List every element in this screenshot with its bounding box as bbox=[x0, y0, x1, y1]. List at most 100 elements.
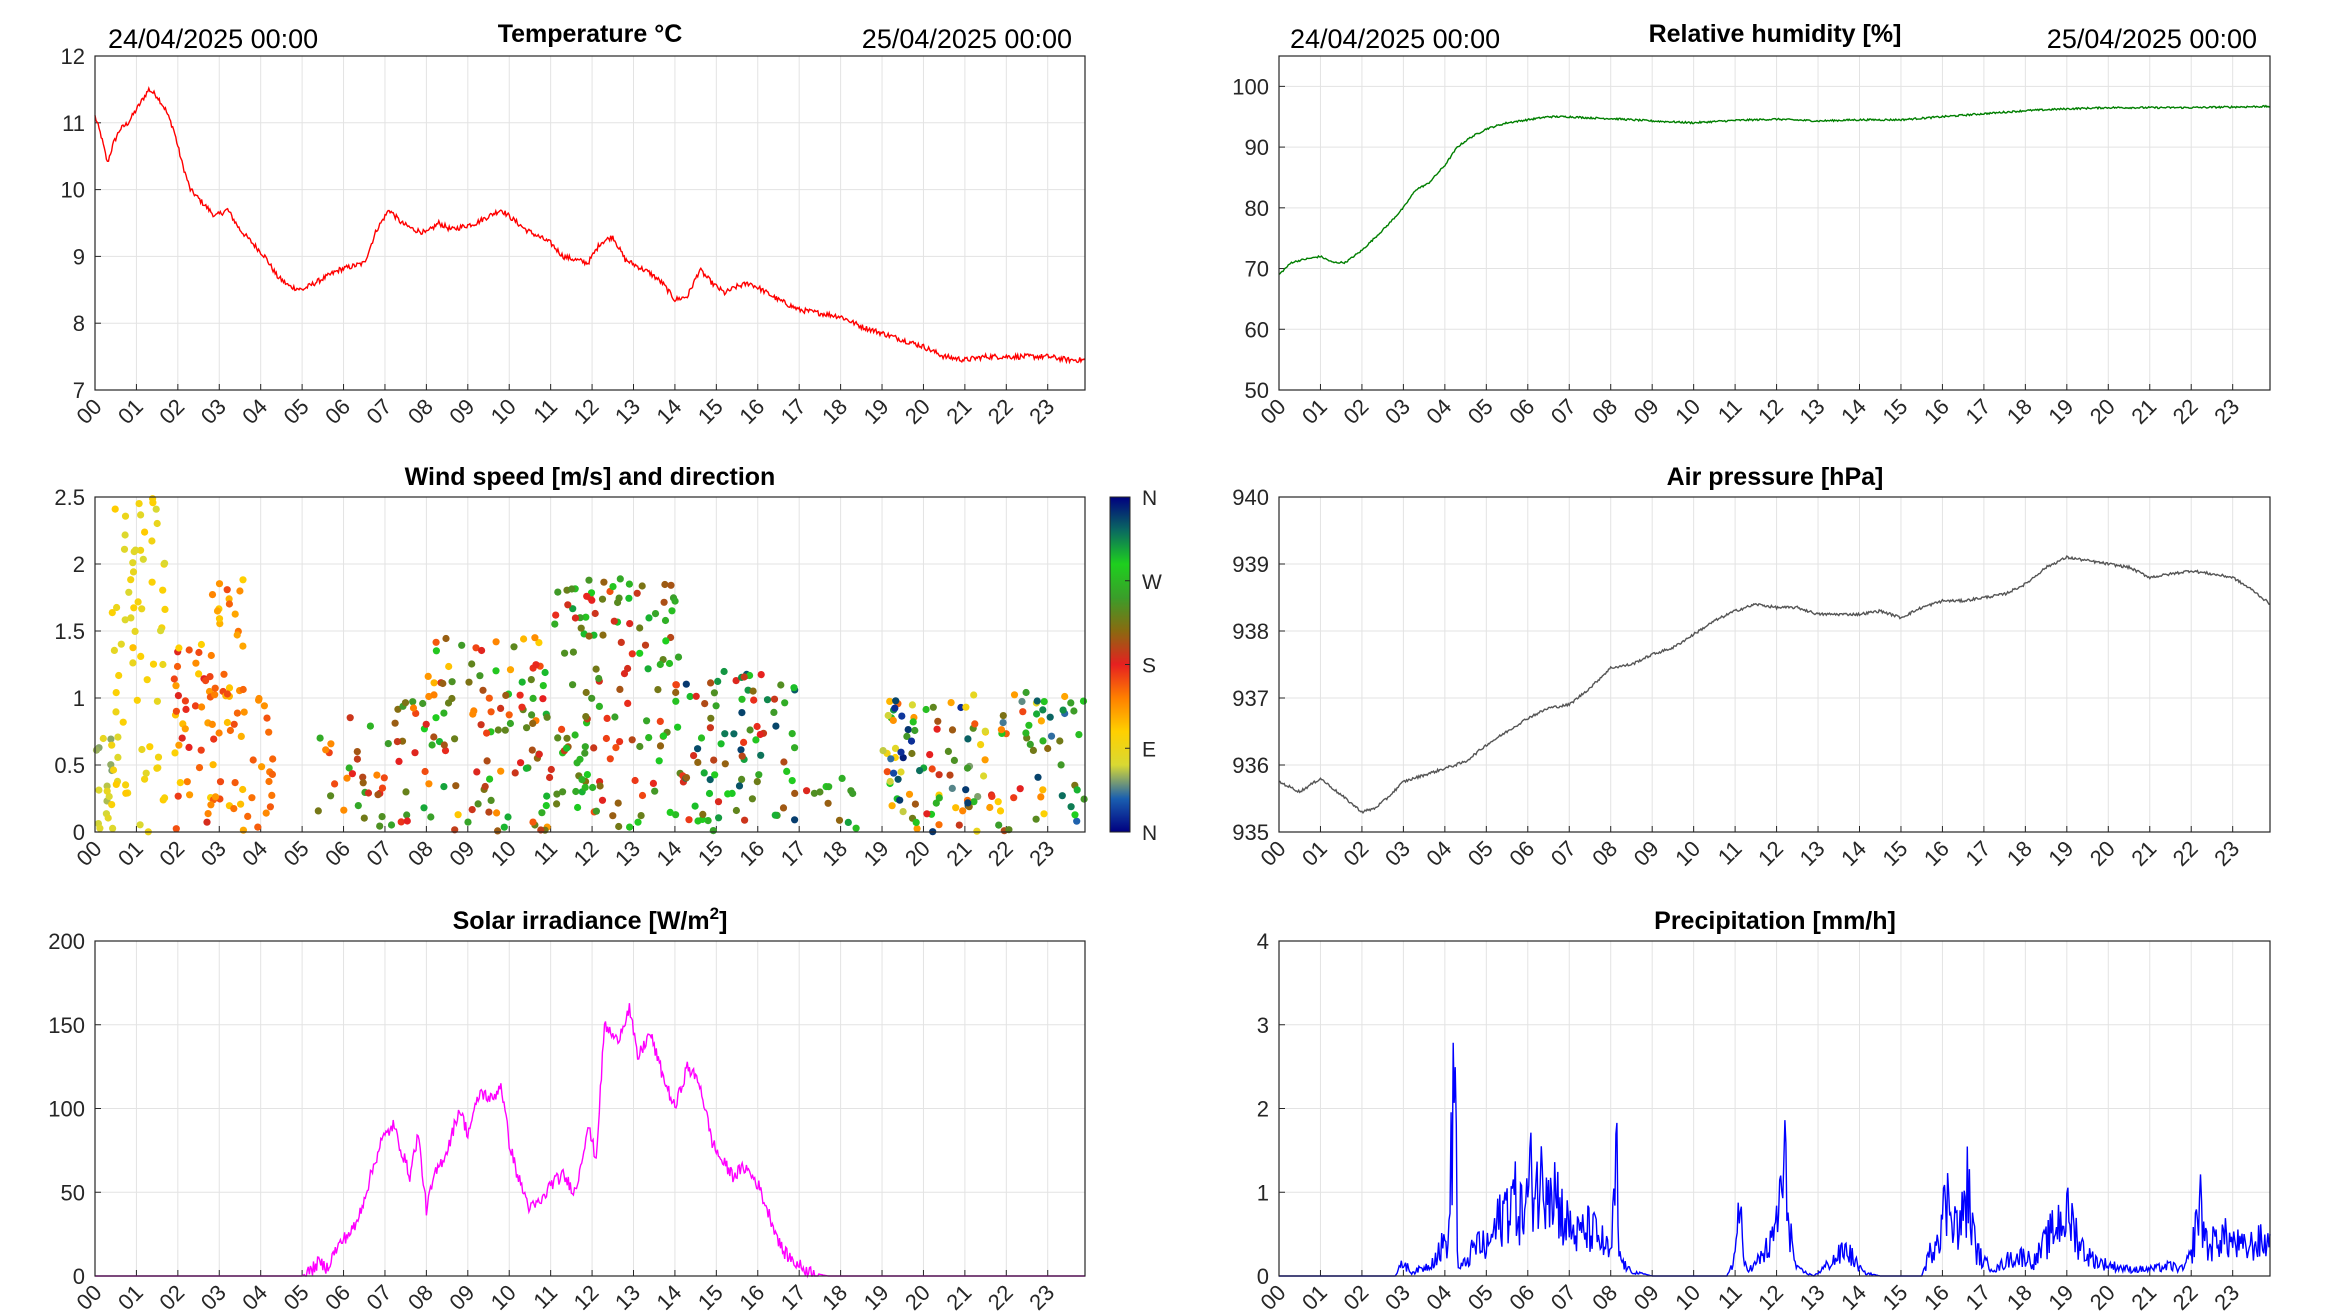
wind-point bbox=[932, 799, 940, 807]
wind-point bbox=[492, 638, 500, 646]
wind-point bbox=[637, 812, 645, 820]
wind-point bbox=[195, 764, 204, 772]
x-tick-label: 05 bbox=[1463, 836, 1498, 871]
wind-point bbox=[582, 688, 590, 697]
x-tick-label: 09 bbox=[1629, 394, 1664, 429]
wind-point bbox=[732, 806, 741, 815]
wind-point bbox=[959, 807, 967, 815]
wind-point bbox=[1044, 744, 1052, 753]
wind-point bbox=[558, 725, 566, 734]
wind-point bbox=[592, 807, 601, 815]
wind-point bbox=[210, 735, 218, 743]
y-tick-label: 50 bbox=[61, 1180, 85, 1205]
x-tick-label: 21 bbox=[941, 836, 976, 871]
wind-point bbox=[541, 668, 549, 677]
wind-point bbox=[1037, 717, 1045, 725]
y-tick-label: 937 bbox=[1232, 686, 1269, 711]
wind-point bbox=[977, 741, 985, 749]
wind-point bbox=[531, 634, 539, 642]
wind-point bbox=[1040, 810, 1048, 818]
y-tick-label: 0.5 bbox=[54, 753, 85, 778]
pressure-axes-frame bbox=[1278, 496, 2271, 833]
wind-point bbox=[427, 813, 435, 821]
y-tick-label: 1 bbox=[73, 686, 85, 711]
wind-point bbox=[517, 759, 525, 767]
x-tick-label: 02 bbox=[154, 1280, 189, 1313]
humidity-plot-area bbox=[1279, 56, 2270, 390]
wind-point bbox=[539, 695, 547, 703]
x-tick-label: 17 bbox=[1960, 1280, 1995, 1313]
wind-point bbox=[898, 712, 906, 720]
wind-point bbox=[135, 500, 143, 508]
wind-point bbox=[432, 714, 440, 722]
wind-point bbox=[551, 620, 559, 628]
wind-point bbox=[626, 620, 634, 628]
wind-point bbox=[656, 660, 664, 669]
wind-point bbox=[343, 774, 351, 782]
wind-point bbox=[788, 730, 796, 738]
wind-point bbox=[913, 825, 921, 833]
wind-point bbox=[348, 770, 356, 778]
wind-point bbox=[672, 681, 681, 689]
wind-point bbox=[755, 771, 763, 779]
wind-point bbox=[112, 780, 120, 789]
wind-point bbox=[373, 771, 381, 779]
wind-panel: Wind speed [m/s] and direction 00 01 02 03 0… bbox=[54, 463, 1088, 871]
wind-point bbox=[181, 697, 189, 705]
wind-point bbox=[692, 692, 700, 700]
wind-point bbox=[748, 795, 757, 803]
wind-point bbox=[411, 749, 419, 757]
wind-point bbox=[134, 598, 142, 606]
wind-point bbox=[208, 591, 217, 599]
wind-point bbox=[364, 789, 373, 797]
wind-point bbox=[269, 755, 277, 763]
wind-point bbox=[262, 809, 270, 817]
pressure-title: Air pressure [hPa] bbox=[1667, 463, 1884, 491]
wind-point bbox=[176, 779, 184, 787]
x-tick-label: 16 bbox=[734, 394, 769, 429]
wind-point bbox=[749, 687, 757, 695]
y-tick-label: 7 bbox=[73, 378, 85, 403]
wind-point bbox=[249, 756, 257, 764]
y-tick-label: 0 bbox=[73, 820, 85, 845]
wind-point bbox=[161, 794, 169, 802]
wind-point bbox=[268, 791, 276, 800]
wind-point bbox=[539, 682, 547, 690]
wind-point bbox=[721, 730, 729, 738]
wind-point bbox=[483, 757, 491, 765]
wind-point bbox=[529, 818, 537, 826]
x-tick-label: 04 bbox=[237, 836, 272, 871]
wind-point bbox=[476, 672, 484, 680]
x-tick-label: 04 bbox=[1421, 1280, 1456, 1313]
y-tick-label: 11 bbox=[62, 111, 85, 136]
x-tick-label: 18 bbox=[817, 394, 852, 429]
wind-point bbox=[891, 744, 900, 753]
wind-point bbox=[465, 678, 473, 686]
wind-point bbox=[231, 610, 239, 618]
x-tick-label: 04 bbox=[1421, 836, 1456, 871]
wind-point bbox=[186, 791, 194, 799]
wind-point bbox=[752, 736, 760, 744]
wind-point bbox=[420, 804, 428, 812]
x-tick-label: 10 bbox=[486, 1280, 521, 1313]
wind-point bbox=[127, 576, 135, 584]
x-tick-label: 12 bbox=[569, 1280, 604, 1313]
wind-point bbox=[643, 717, 651, 725]
wind-point bbox=[215, 729, 223, 737]
wind-point bbox=[445, 662, 453, 671]
y-tick-label: 2 bbox=[73, 552, 85, 577]
wind-point bbox=[803, 787, 811, 795]
x-tick-label: 13 bbox=[1795, 1280, 1830, 1313]
wind-point bbox=[233, 709, 241, 717]
wind-point bbox=[641, 641, 650, 649]
wind-point bbox=[240, 708, 248, 716]
x-tick-label: 15 bbox=[1878, 1280, 1913, 1313]
wind-point bbox=[494, 827, 502, 835]
wind-point bbox=[908, 701, 917, 709]
pressure-plot-area bbox=[1279, 497, 2270, 832]
wind-point bbox=[694, 758, 702, 767]
x-tick-label: 20 bbox=[2085, 1280, 2120, 1313]
wind-point bbox=[997, 726, 1006, 734]
wind-point bbox=[139, 555, 147, 563]
wind-point bbox=[225, 600, 233, 608]
